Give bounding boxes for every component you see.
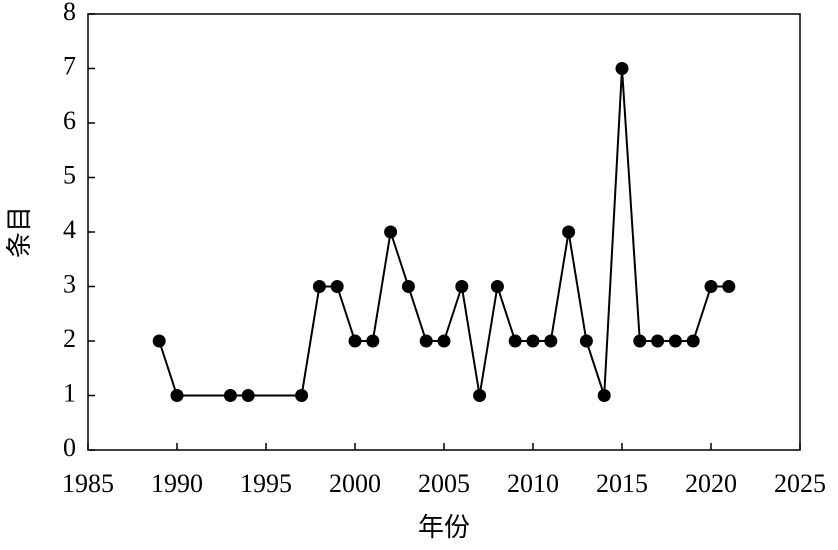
data-point	[544, 334, 558, 348]
data-point	[490, 280, 504, 293]
x-tick-label: 1990	[151, 469, 203, 498]
data-point	[312, 280, 326, 293]
data-point	[597, 389, 611, 402]
data-point	[366, 334, 380, 348]
data-point	[241, 389, 255, 402]
x-tick-label: 1985	[62, 469, 114, 498]
data-point	[686, 334, 700, 348]
y-tick-label: 2	[63, 324, 76, 353]
y-tick-label: 1	[63, 378, 76, 407]
data-point	[437, 334, 451, 348]
data-point	[615, 62, 629, 75]
data-point	[704, 280, 718, 293]
data-point	[401, 280, 415, 293]
x-tick-label: 2025	[774, 469, 826, 498]
data-point	[633, 334, 647, 348]
y-axis-label: 条目	[5, 206, 34, 258]
data-point	[152, 334, 166, 348]
y-tick-label: 3	[63, 269, 76, 298]
y-tick-label: 5	[63, 160, 76, 189]
data-point	[579, 334, 593, 348]
y-tick-label: 8	[63, 0, 76, 26]
y-tick-label: 7	[63, 51, 76, 80]
y-tick-label: 0	[63, 433, 76, 462]
data-point	[384, 225, 398, 239]
x-tick-label: 2005	[418, 469, 470, 498]
data-point	[348, 334, 362, 348]
x-axis-label: 年份	[418, 513, 470, 542]
x-tick-label: 2020	[685, 469, 737, 498]
data-point	[508, 334, 522, 348]
data-point	[223, 389, 237, 402]
data-point	[170, 389, 184, 402]
data-point	[526, 334, 540, 348]
data-point	[473, 389, 487, 402]
data-point	[668, 334, 682, 348]
data-point	[330, 280, 344, 293]
plot-frame	[87, 13, 801, 451]
data-point	[562, 225, 576, 239]
x-tick-label: 2000	[329, 469, 381, 498]
y-tick-label: 4	[63, 215, 76, 244]
data-point	[722, 280, 736, 293]
data-point	[295, 389, 309, 402]
x-tick-label: 2010	[507, 469, 559, 498]
y-tick-label: 6	[63, 106, 76, 135]
data-point	[455, 280, 469, 293]
data-point	[651, 334, 665, 348]
x-tick-label: 1995	[240, 469, 292, 498]
x-tick-label: 2015	[596, 469, 648, 498]
data-point	[419, 334, 433, 348]
